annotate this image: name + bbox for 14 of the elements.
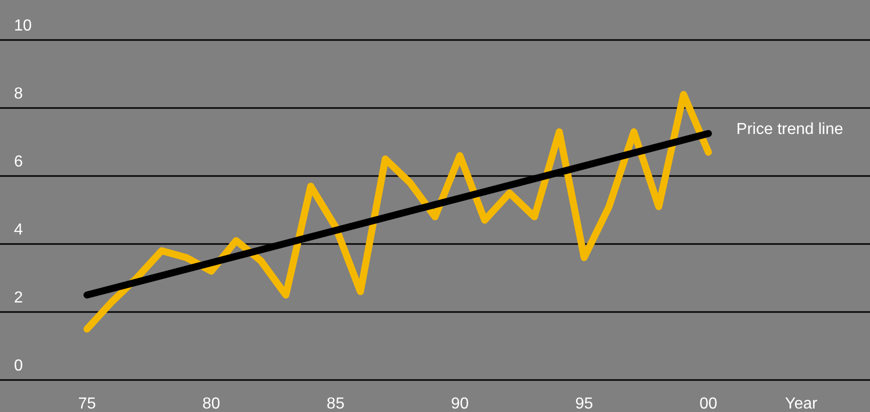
x-tick-label: 90 — [450, 396, 469, 412]
x-tick-label: 00 — [700, 396, 718, 412]
x-axis-title: Year — [785, 396, 818, 412]
y-tick-label: 2 — [14, 290, 23, 306]
x-tick-label: 75 — [78, 396, 96, 412]
y-tick-label: 8 — [14, 86, 23, 102]
series-label: Price trend line — [736, 121, 844, 138]
x-tick-label: 95 — [575, 396, 594, 412]
x-tick-label: 85 — [326, 396, 345, 412]
x-tick-label: 80 — [202, 396, 220, 412]
y-tick-label: 6 — [14, 154, 23, 170]
y-tick-label: 10 — [14, 18, 32, 34]
y-tick-label: 4 — [14, 222, 23, 238]
y-tick-label: 0 — [14, 358, 23, 374]
